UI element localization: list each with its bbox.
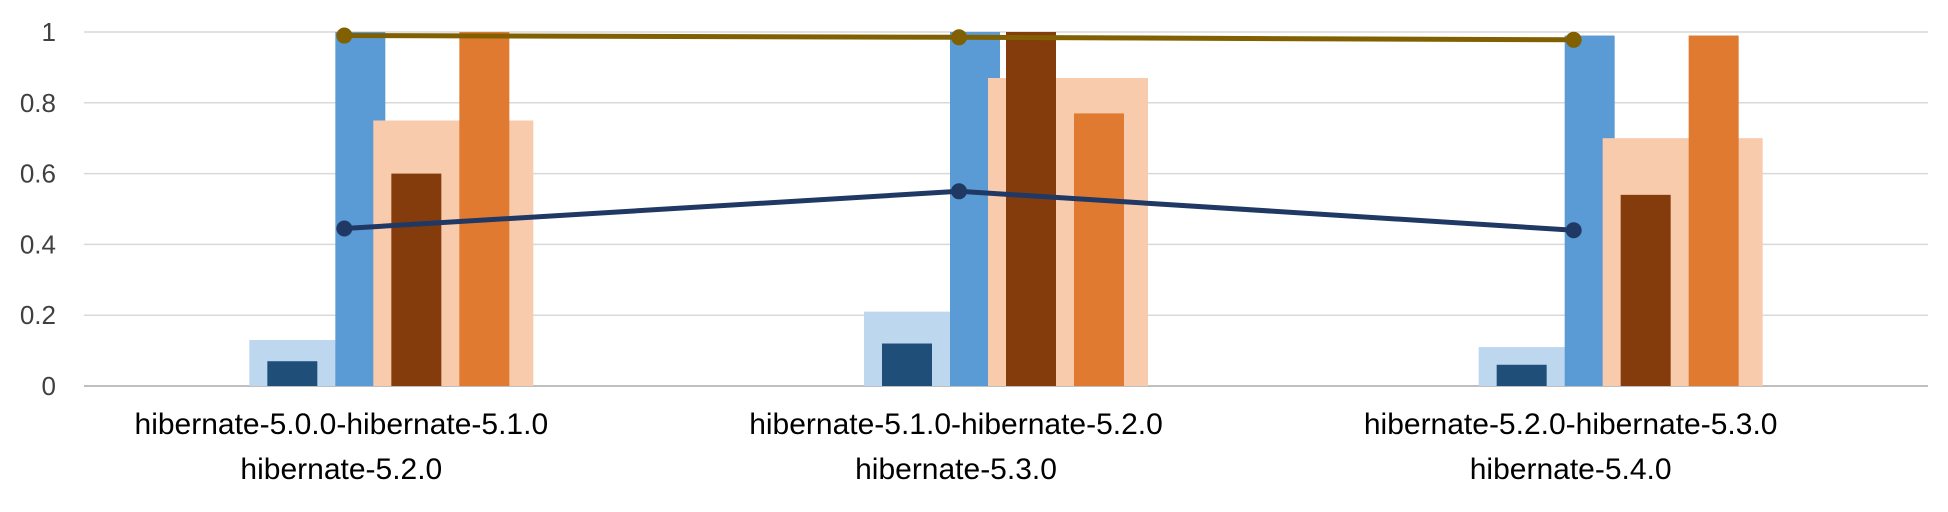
bar <box>1074 113 1124 387</box>
x-tick-label: hibernate-5.0.0-hibernate-5.1.0 <box>135 408 549 441</box>
bar <box>1006 32 1056 386</box>
series-point <box>1565 31 1582 48</box>
series-point <box>951 183 967 200</box>
bar <box>391 173 442 386</box>
y-tick-label: 0.8 <box>20 88 56 118</box>
bar <box>459 32 510 386</box>
series-point <box>951 29 967 46</box>
x-tick-label: hibernate-5.3.0 <box>855 453 1057 486</box>
series-point <box>336 220 353 237</box>
bar <box>267 361 318 386</box>
x-tick-label: hibernate-5.4.0 <box>1470 453 1672 486</box>
y-tick-label: 0.2 <box>20 300 56 330</box>
series-point <box>336 27 353 44</box>
y-tick-label: 1 <box>42 17 56 47</box>
series-point <box>1565 222 1582 239</box>
bar <box>882 343 932 386</box>
x-tick-label: hibernate-5.2.0-hibernate-5.3.0 <box>1364 408 1778 441</box>
y-tick-label: 0.4 <box>20 229 56 259</box>
bar <box>1496 364 1547 386</box>
x-tick-label: hibernate-5.2.0 <box>240 453 442 486</box>
bar <box>1620 194 1671 386</box>
y-tick-label: 0.6 <box>20 159 56 189</box>
bar <box>1688 35 1739 386</box>
y-tick-label: 0 <box>42 371 56 401</box>
x-tick-label: hibernate-5.1.0-hibernate-5.2.0 <box>749 408 1163 441</box>
